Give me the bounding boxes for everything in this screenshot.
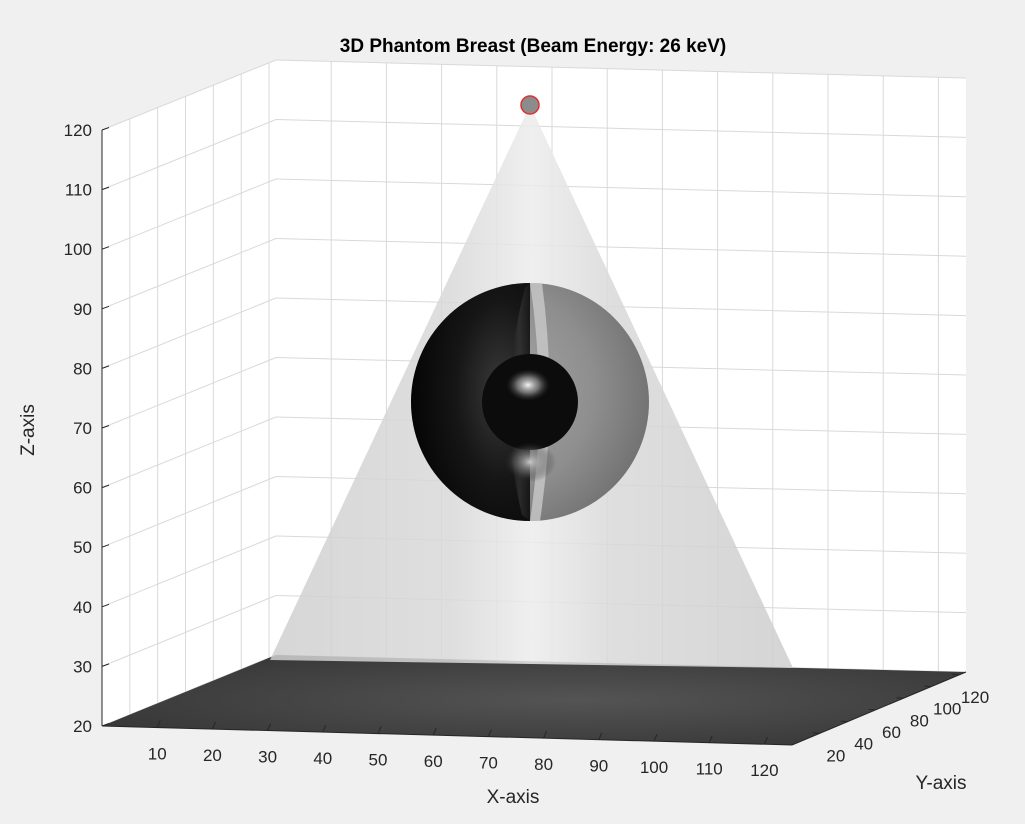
z-tick-label: 20	[73, 717, 92, 736]
x-tick	[432, 727, 437, 736]
x-tick-label: 30	[258, 748, 277, 767]
z-grid-right	[275, 238, 967, 257]
z-tick	[101, 663, 110, 667]
z-tick	[101, 186, 110, 191]
z-tick-label: 120	[64, 121, 92, 140]
y-tick-label: 40	[854, 735, 873, 754]
x-tick-label: 20	[203, 746, 222, 765]
y-tick-label: 80	[910, 711, 929, 730]
x-tick-label: 90	[589, 757, 608, 776]
z-tick-label: 30	[73, 657, 92, 676]
z-grid-left	[101, 416, 277, 489]
x-tick-label: 70	[479, 754, 498, 773]
z-axis-label: Z-axis	[18, 404, 39, 456]
z-tick-label: 100	[64, 240, 92, 259]
y-tick-label: 20	[826, 746, 845, 765]
x-tick-label: 60	[424, 752, 443, 771]
y-tick-label: 120	[961, 688, 989, 707]
inner-sphere	[482, 354, 578, 482]
z-tick	[101, 484, 110, 489]
x-tick	[708, 735, 713, 743]
z-tick	[101, 246, 110, 250]
y-tick	[924, 685, 932, 688]
y-tick	[952, 673, 960, 676]
z-tick-label: 40	[73, 598, 92, 617]
z-tick-label: 50	[73, 538, 92, 557]
x-tick-label: 40	[313, 749, 332, 768]
y-tick-label: 100	[933, 700, 961, 719]
z-grid-left	[101, 119, 277, 191]
y-tick	[840, 720, 848, 723]
x-axis-label: X-axis	[487, 787, 540, 808]
chart-title: 3D Phantom Breast (Beam Energy: 26 keV)	[340, 36, 726, 57]
z-grid-left	[101, 238, 277, 310]
z-tick	[101, 723, 110, 727]
x-tick	[322, 724, 327, 733]
z-tick	[101, 544, 110, 548]
x-tick-label: 10	[148, 745, 167, 764]
x-tick	[653, 734, 658, 742]
x-ray-source-point	[520, 95, 540, 115]
z-grid-left	[101, 59, 277, 131]
z-grid-right	[275, 59, 967, 79]
z-tick	[101, 305, 110, 310]
axis-ticks: 20 30 40 50 60 70 80 90 100 110 120 10 20 30 40 50 60 70 8…	[64, 121, 990, 780]
z-grid-left	[101, 535, 277, 608]
x-tick-label: 110	[696, 760, 723, 779]
x-tick	[543, 730, 548, 739]
z-grid-left	[101, 357, 277, 429]
x-tick-label: 50	[369, 751, 388, 770]
y-axis-label: Y-axis	[915, 773, 966, 794]
x-tick	[267, 723, 272, 731]
y-tick	[896, 697, 904, 699]
z-tick-label: 90	[73, 300, 92, 319]
x-axis-line	[101, 725, 793, 746]
y-axis-line	[791, 671, 967, 746]
z-tick-label: 60	[73, 479, 92, 498]
x-tick	[377, 726, 382, 734]
z-tick	[101, 425, 110, 429]
x-tick-label: 80	[534, 755, 553, 774]
z-grid-left	[101, 595, 277, 667]
x-tick-label: 100	[640, 758, 668, 777]
z-grid-right	[275, 178, 967, 198]
z-tick-label: 110	[65, 181, 92, 200]
z-grid-left	[101, 178, 277, 250]
y-tick-label: 60	[882, 723, 901, 742]
x-tick	[156, 720, 161, 728]
z-tick	[101, 603, 110, 608]
y-tick	[868, 708, 876, 711]
z-tick	[101, 127, 110, 131]
z-tick-label: 70	[73, 419, 92, 438]
x-tick-label: 120	[750, 761, 778, 780]
x-tick	[487, 729, 492, 737]
x-tick	[211, 721, 216, 730]
detector-plane	[102, 655, 966, 745]
z-tick	[101, 365, 110, 369]
x-tick	[763, 737, 768, 745]
z-grid-right	[275, 119, 967, 138]
z-grid-left	[101, 476, 277, 548]
y-tick	[812, 732, 820, 734]
z-tick-label: 80	[73, 359, 92, 378]
x-tick	[598, 732, 603, 740]
z-grid-left	[101, 297, 277, 369]
